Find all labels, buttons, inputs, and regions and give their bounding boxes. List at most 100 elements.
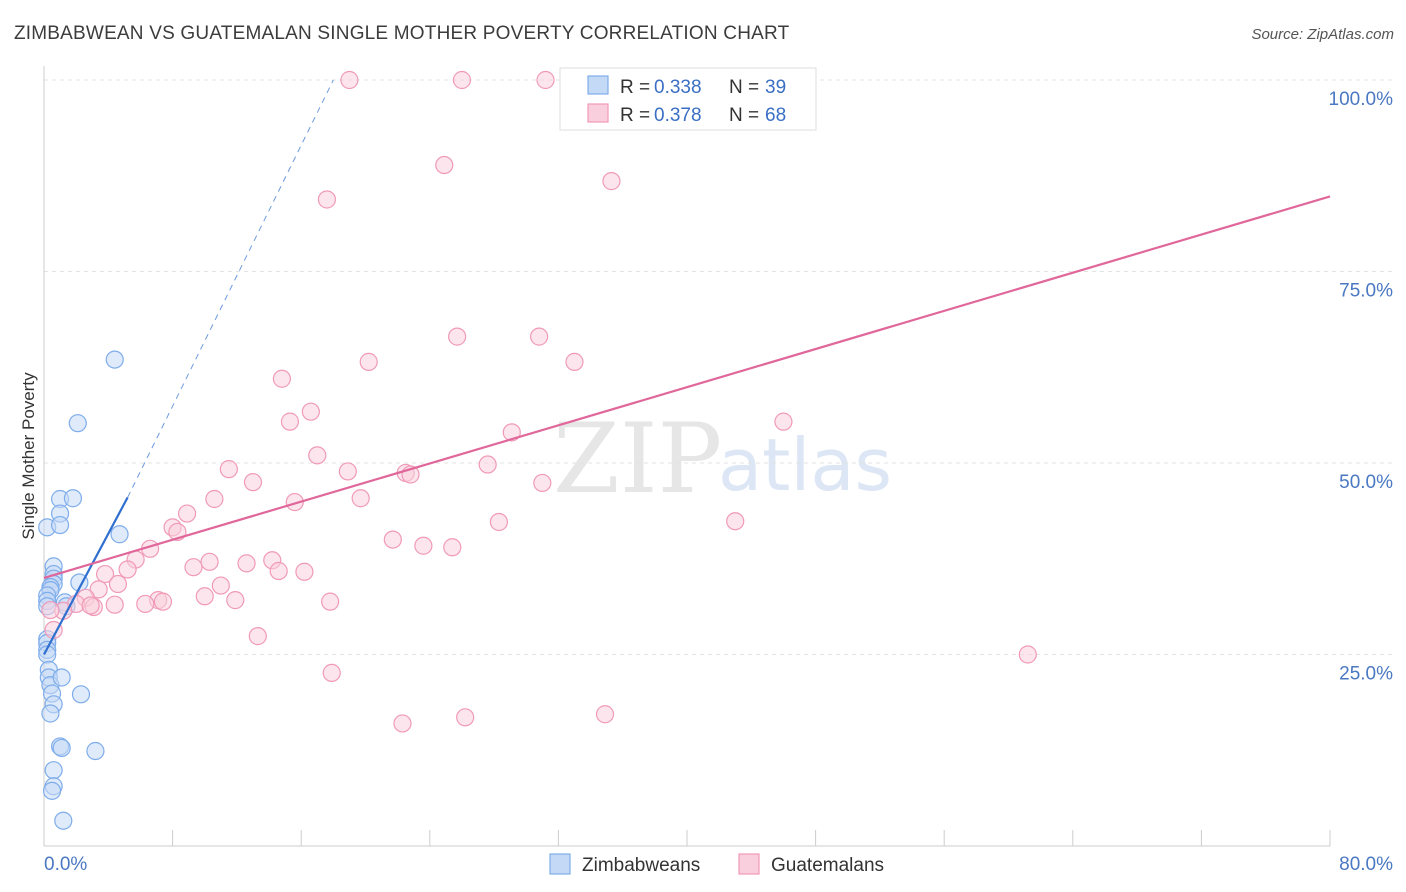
point-guatemalans-66 — [595, 705, 615, 724]
watermark-atlas: atlas — [718, 423, 892, 507]
point-zimbabweans-37 — [105, 350, 124, 369]
point-guatemalans-53 — [136, 594, 155, 614]
point-guatemalans-5 — [602, 172, 621, 191]
trend-extension-zimbabweans — [127, 79, 334, 498]
point-guatemalans-0 — [340, 70, 359, 90]
point-guatemalans-46 — [211, 576, 230, 595]
legend-swatch-guatemalans — [587, 103, 609, 123]
point-guatemalans-11 — [272, 369, 292, 388]
y-tick-label-0: 25.0% — [1339, 664, 1393, 685]
point-zimbabweans-2 — [63, 489, 83, 508]
chart-title: ZIMBABWEAN VS GUATEMALAN SINGLE MOTHER P… — [14, 23, 790, 44]
point-guatemalans-49 — [226, 591, 245, 610]
point-guatemalans-25 — [205, 489, 224, 509]
point-guatemalans-51 — [153, 592, 173, 611]
point-guatemalans-33 — [414, 536, 433, 555]
y-tick-label-3: 100.0% — [1329, 89, 1394, 110]
data-points — [38, 70, 1037, 830]
point-guatemalans-32 — [383, 530, 402, 549]
point-guatemalans-65 — [456, 708, 475, 727]
point-guatemalans-43 — [295, 562, 314, 581]
point-guatemalans-60 — [41, 600, 60, 620]
point-zimbabweans-35 — [110, 525, 129, 544]
legend-r-value-zimbabweans: 0.338 — [654, 77, 702, 98]
x-tick-label-max: 80.0% — [1339, 854, 1393, 875]
point-guatemalans-13 — [280, 412, 300, 431]
point-guatemalans-10 — [565, 352, 584, 371]
series-legend: Zimbabweans Guatemalans — [549, 853, 884, 876]
trend-lines — [43, 79, 1331, 656]
point-zimbabweans-28 — [42, 781, 62, 800]
watermark: ZIP atlas — [553, 403, 892, 515]
point-guatemalans-58 — [81, 596, 100, 615]
point-guatemalans-12 — [301, 402, 320, 421]
x-tick-marks — [172, 830, 1331, 846]
point-guatemalans-24 — [351, 489, 370, 508]
point-guatemalans-18 — [219, 460, 238, 479]
point-guatemalans-23 — [533, 473, 552, 493]
point-guatemalans-14 — [774, 412, 793, 431]
point-guatemalans-27 — [177, 504, 197, 523]
y-tick-label-2: 75.0% — [1339, 281, 1393, 302]
series-legend-swatch-zimbabweans — [549, 853, 571, 875]
point-guatemalans-9 — [359, 352, 378, 371]
legend-n-value-guatemalans: 68 — [765, 105, 786, 126]
point-guatemalans-28 — [489, 512, 509, 532]
point-guatemalans-1 — [452, 70, 472, 90]
trend-line-guatemalans — [43, 195, 1331, 579]
y-tick-label-1: 50.0% — [1339, 472, 1393, 493]
point-zimbabweans-31 — [71, 685, 91, 704]
legend-swatch-zimbabweans — [587, 75, 609, 95]
point-guatemalans-63 — [1018, 645, 1037, 664]
series-legend-label-zimbabweans: Zimbabweans — [582, 855, 700, 876]
point-zimbabweans-25 — [52, 738, 71, 758]
point-guatemalans-7 — [448, 327, 467, 346]
legend-r-label-guatemalans: R = — [620, 105, 650, 126]
point-guatemalans-45 — [108, 574, 128, 594]
point-zimbabweans-29 — [54, 811, 73, 830]
point-guatemalans-34 — [443, 538, 462, 557]
point-guatemalans-47 — [89, 580, 108, 599]
point-zimbabweans-4 — [50, 515, 70, 535]
point-guatemalans-6 — [317, 190, 337, 209]
series-legend-label-guatemalans: Guatemalans — [771, 855, 884, 876]
point-guatemalans-37 — [237, 554, 256, 573]
legend-n-value-zimbabweans: 39 — [765, 77, 786, 98]
series-legend-swatch-guatemalans — [738, 853, 760, 875]
watermark-zip: ZIP — [553, 403, 722, 515]
point-zimbabweans-36 — [86, 741, 105, 761]
point-guatemalans-15 — [502, 423, 521, 442]
point-zimbabweans-30 — [52, 668, 71, 687]
point-guatemalans-36 — [200, 552, 219, 571]
point-zimbabweans-26 — [44, 761, 63, 780]
legend-n-label-zimbabweans: N = — [729, 77, 759, 98]
x-tick-label-min: 0.0% — [44, 854, 87, 875]
point-guatemalans-41 — [118, 560, 137, 579]
legend-r-value-guatemalans: 0.378 — [654, 105, 702, 126]
point-guatemalans-55 — [105, 595, 124, 614]
point-guatemalans-64 — [322, 663, 341, 682]
point-zimbabweans-34 — [68, 414, 87, 433]
y-axis-title: Single Mother Poverty — [19, 372, 38, 540]
point-guatemalans-29 — [726, 512, 745, 531]
point-guatemalans-2 — [536, 70, 555, 90]
legend-n-label-guatemalans: N = — [729, 105, 759, 126]
point-guatemalans-8 — [530, 327, 549, 346]
point-guatemalans-4 — [435, 155, 454, 175]
point-guatemalans-48 — [195, 587, 214, 606]
point-guatemalans-17 — [478, 455, 497, 474]
point-guatemalans-62 — [248, 627, 267, 646]
point-guatemalans-67 — [393, 714, 412, 733]
point-zimbabweans-23 — [41, 704, 60, 723]
point-guatemalans-22 — [243, 473, 263, 492]
point-guatemalans-44 — [95, 564, 115, 584]
point-guatemalans-16 — [308, 446, 327, 465]
chart-source: Source: ZipAtlas.com — [1251, 26, 1394, 43]
point-guatemalans-42 — [269, 561, 288, 581]
trend-line-zimbabweans — [43, 496, 129, 656]
point-guatemalans-40 — [184, 558, 203, 577]
point-guatemalans-54 — [321, 592, 340, 611]
point-guatemalans-19 — [338, 462, 357, 481]
legend-box: R = 0.338 N = 39 R = 0.378 N = 68 — [559, 67, 817, 131]
